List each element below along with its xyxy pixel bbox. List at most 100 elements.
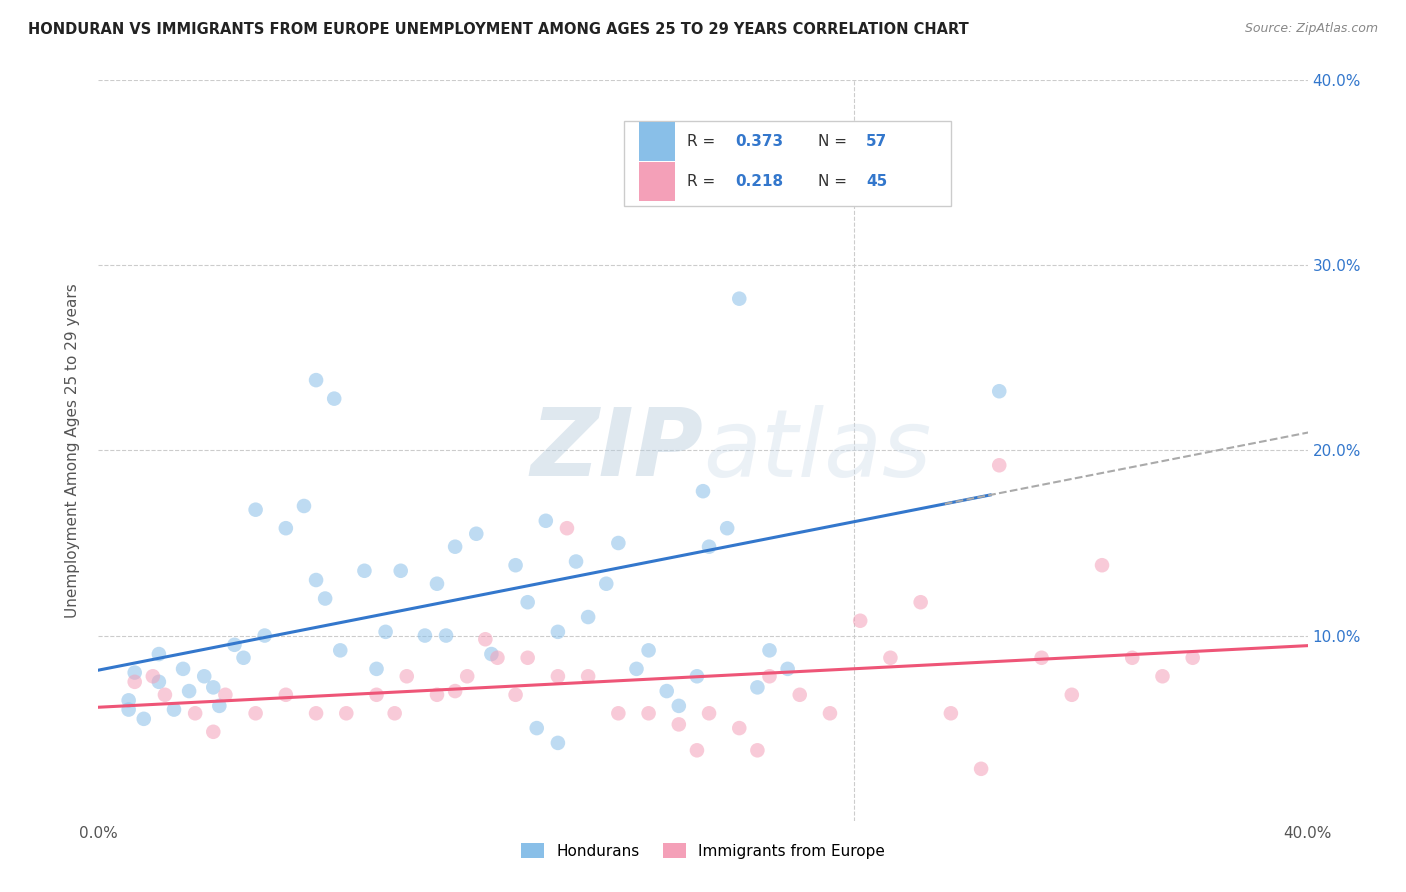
Point [434,628,457,642]
Point [1121,650,1143,665]
Point [747,681,769,695]
Point [637,706,659,721]
Point [758,669,780,683]
Point [505,558,527,573]
Text: 0.218: 0.218 [735,174,783,189]
Text: 45: 45 [866,174,887,189]
Point [374,624,396,639]
Point [224,638,246,652]
Point [1181,650,1204,665]
Point [565,554,588,569]
Point [970,762,993,776]
Point [697,706,720,721]
Point [716,521,738,535]
Point [232,650,254,665]
Point [172,662,194,676]
Point [837,132,859,146]
Point [323,392,346,406]
Point [202,724,225,739]
Point [124,665,146,680]
Point [474,632,496,647]
Point [758,643,780,657]
Point [148,647,170,661]
Point [505,688,527,702]
Point [353,564,375,578]
Text: 57: 57 [866,134,887,149]
Point [274,521,297,535]
Point [728,721,751,735]
Point [124,674,146,689]
Point [576,610,599,624]
Text: 0.373: 0.373 [735,134,783,149]
Point [555,521,578,535]
Point [413,628,436,642]
Point [395,669,418,683]
Point [274,688,297,702]
Point [202,681,225,695]
Bar [638,122,675,161]
Point [547,736,569,750]
Point [526,721,548,735]
Point [595,576,617,591]
Point [163,703,186,717]
Point [607,706,630,721]
Point [314,591,336,606]
Point [305,573,328,587]
Point [818,706,841,721]
Point [547,624,569,639]
Point [988,384,1011,399]
Point [789,688,811,702]
Point [305,706,328,721]
Bar [624,121,950,206]
Point [426,688,449,702]
Point [132,712,155,726]
Point [193,669,215,683]
Point [245,706,267,721]
Text: R =: R = [688,174,720,189]
Point [1031,650,1053,665]
Point [292,499,315,513]
Point [481,647,503,661]
Text: atlas: atlas [703,405,931,496]
Point [534,514,557,528]
Point [747,743,769,757]
Point [692,484,714,499]
Point [668,698,690,713]
Point [486,650,509,665]
Point [366,662,388,676]
Point [366,688,388,702]
Point [444,540,467,554]
Point [879,650,901,665]
Point [1091,558,1114,573]
Point [686,669,709,683]
Point [456,669,478,683]
Point [384,706,406,721]
Point [728,292,751,306]
Point [118,693,141,707]
Point [214,688,236,702]
Point [607,536,630,550]
Text: R =: R = [688,134,720,149]
Point [335,706,357,721]
Point [686,743,709,757]
Point [910,595,932,609]
Point [547,669,569,683]
Point [697,540,720,554]
Point [153,688,176,702]
Point [118,703,141,717]
Text: N =: N = [818,174,852,189]
Text: Source: ZipAtlas.com: Source: ZipAtlas.com [1244,22,1378,36]
Point [576,669,599,683]
Point [179,684,201,698]
Point [305,373,328,387]
Point [253,628,276,642]
Legend: Hondurans, Immigrants from Europe: Hondurans, Immigrants from Europe [515,837,891,865]
Point [208,698,231,713]
Text: N =: N = [818,134,852,149]
Point [426,576,449,591]
Point [637,643,659,657]
Point [1060,688,1083,702]
Point [148,674,170,689]
Point [245,502,267,516]
Y-axis label: Unemployment Among Ages 25 to 29 years: Unemployment Among Ages 25 to 29 years [65,283,80,618]
